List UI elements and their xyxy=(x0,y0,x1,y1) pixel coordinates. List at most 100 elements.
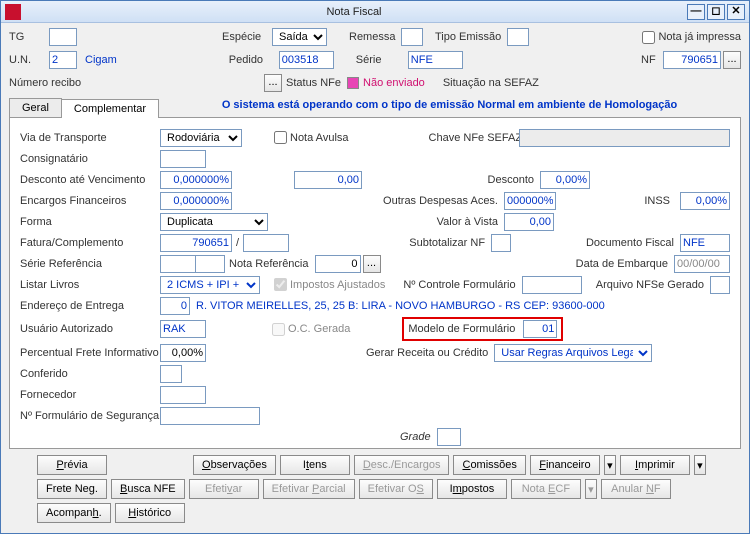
controle-form-input[interactable] xyxy=(522,276,582,294)
especie-label: Espécie xyxy=(222,31,272,43)
perc-frete-input[interactable] xyxy=(160,344,206,362)
endereco-link[interactable]: R. VITOR MEIRELLES, 25, 25 B: LIRA - NOV… xyxy=(196,300,730,312)
oc-gerada-checkbox xyxy=(272,323,285,336)
minimize-button[interactable]: — xyxy=(687,4,705,20)
encargos-label: Encargos Financeiros xyxy=(20,195,160,207)
tipo-emissao-label: Tipo Emissão xyxy=(435,31,507,43)
nota-fiscal-window: Nota Fiscal — ◻ ✕ TG Espécie Saída Remes… xyxy=(0,0,750,534)
consignatario-label: Consignatário xyxy=(20,153,160,165)
forma-label: Forma xyxy=(20,216,160,228)
nota-impressa-checkbox[interactable] xyxy=(642,31,655,44)
data-embarque-label: Data de Embarque xyxy=(576,258,668,270)
situacao-sefaz-label: Situação na SEFAZ xyxy=(443,77,539,89)
subtotalizar-input[interactable] xyxy=(491,234,511,252)
fatura-label: Fatura/Complemento xyxy=(20,237,160,249)
efetivar-button: Efetivar xyxy=(189,479,259,499)
close-button[interactable]: ✕ xyxy=(727,4,745,20)
window-title: Nota Fiscal xyxy=(21,6,687,18)
desc-venc-val-input[interactable] xyxy=(294,171,362,189)
desc-venc-label: Desconto até Vencimento xyxy=(20,174,160,186)
usuario-label: Usuário Autorizado xyxy=(20,323,160,335)
valor-vista-input[interactable] xyxy=(504,213,554,231)
fornecedor-label: Fornecedor xyxy=(20,389,160,401)
conferido-input[interactable] xyxy=(160,365,182,383)
itens-button[interactable]: Itens xyxy=(280,455,350,475)
status-nfe-value: Não enviado xyxy=(363,77,425,89)
fatura-input[interactable] xyxy=(160,234,232,252)
serie-ref-input[interactable] xyxy=(160,255,196,273)
forma-select[interactable]: Duplicata xyxy=(160,213,268,231)
modelo-formulario-highlight: Modelo de Formulário xyxy=(402,317,563,341)
grade-label: Grade xyxy=(400,431,431,443)
remessa-input[interactable] xyxy=(401,28,423,46)
observacoes-button[interactable]: Observações xyxy=(193,455,276,475)
subtotalizar-label: Subtotalizar NF xyxy=(401,237,485,249)
desconto-input[interactable] xyxy=(540,171,590,189)
acompanh-button[interactable]: Acompanh. xyxy=(37,503,111,523)
tg-input[interactable] xyxy=(49,28,77,46)
maximize-button[interactable]: ◻ xyxy=(707,4,725,20)
chave-nfe-label: Chave NFe SEFAZ xyxy=(429,132,519,144)
un-input[interactable] xyxy=(49,51,77,69)
doc-fiscal-label: Documento Fiscal xyxy=(586,237,674,249)
previa-button[interactable]: Prévia xyxy=(37,455,107,475)
n-form-seg-label: Nº Formulário de Segurança xyxy=(20,410,160,422)
impostos-ajustados-label: Impostos Ajustados xyxy=(290,279,385,291)
frete-neg-button[interactable]: Frete Neg. xyxy=(37,479,107,499)
grade-input[interactable] xyxy=(437,428,461,446)
endereco-num-input[interactable] xyxy=(160,297,190,315)
arquivo-nfse-input[interactable] xyxy=(710,276,730,294)
data-embarque-input[interactable] xyxy=(674,255,730,273)
n-form-seg-input[interactable] xyxy=(160,407,260,425)
tipo-emissao-input[interactable] xyxy=(507,28,529,46)
status-lookup-button[interactable]: ... xyxy=(264,74,282,92)
financeiro-button[interactable]: Financeiro xyxy=(530,455,600,475)
endereco-label: Endereço de Entrega xyxy=(20,300,160,312)
outras-desp-input[interactable] xyxy=(504,192,556,210)
serie-input[interactable] xyxy=(408,51,463,69)
imprimir-dropdown[interactable]: ▾ xyxy=(694,455,706,475)
nota-ref-lookup-button[interactable]: ... xyxy=(363,255,381,273)
historico-button[interactable]: Histórico xyxy=(115,503,185,523)
pedido-input[interactable] xyxy=(279,51,334,69)
via-transporte-label: Via de Transporte xyxy=(20,132,160,144)
modelo-form-input[interactable] xyxy=(523,320,557,338)
outras-desp-label: Outras Despesas Aces. xyxy=(380,195,498,207)
serie-ref-input2[interactable] xyxy=(195,255,225,273)
serie-ref-label: Série Referência xyxy=(20,258,160,270)
doc-fiscal-input[interactable] xyxy=(680,234,730,252)
via-transporte-select[interactable]: Rodoviária xyxy=(160,129,242,147)
status-nfe-color-icon xyxy=(347,77,359,89)
encargos-input[interactable] xyxy=(160,192,232,210)
nf-input[interactable] xyxy=(663,51,721,69)
desc-venc-pct-input[interactable] xyxy=(160,171,232,189)
listar-livros-select[interactable]: 2 ICMS + IPI + ISS xyxy=(160,276,260,294)
environment-warning: O sistema está operando com o tipo de em… xyxy=(158,96,741,117)
nf-lookup-button[interactable]: ... xyxy=(723,51,741,69)
impostos-button[interactable]: Impostos xyxy=(437,479,507,499)
imprimir-button[interactable]: Imprimir xyxy=(620,455,690,475)
usuario-input[interactable] xyxy=(160,320,206,338)
nota-avulsa-checkbox[interactable] xyxy=(274,131,287,144)
financeiro-dropdown[interactable]: ▾ xyxy=(604,455,616,475)
tab-complementar[interactable]: Complementar xyxy=(61,99,159,118)
perc-frete-label: Percentual Frete Informativo xyxy=(20,347,160,359)
nota-avulsa-label: Nota Avulsa xyxy=(290,132,349,144)
busca-nfe-button[interactable]: Busca NFE xyxy=(111,479,185,499)
comissoes-button[interactable]: Comissões xyxy=(453,455,525,475)
un-label: U.N. xyxy=(9,54,49,66)
gerar-receita-select[interactable]: Usar Regras Arquivos Legais xyxy=(494,344,652,362)
arquivo-nfse-label: Arquivo NFSe Gerado xyxy=(596,279,704,291)
fornecedor-input[interactable] xyxy=(160,386,206,404)
nota-ref-input[interactable] xyxy=(315,255,361,273)
complemento-input[interactable] xyxy=(243,234,289,252)
fatura-sep: / xyxy=(232,237,243,249)
tab-geral[interactable]: Geral xyxy=(9,98,62,117)
pedido-label: Pedido xyxy=(229,54,279,66)
numero-recibo-label: Número recibo xyxy=(9,77,149,89)
consignatario-input[interactable] xyxy=(160,150,206,168)
status-nfe-label: Status NFe xyxy=(286,77,341,89)
cigam-link[interactable]: Cigam xyxy=(85,54,117,66)
inss-input[interactable] xyxy=(680,192,730,210)
especie-select[interactable]: Saída xyxy=(272,28,327,46)
